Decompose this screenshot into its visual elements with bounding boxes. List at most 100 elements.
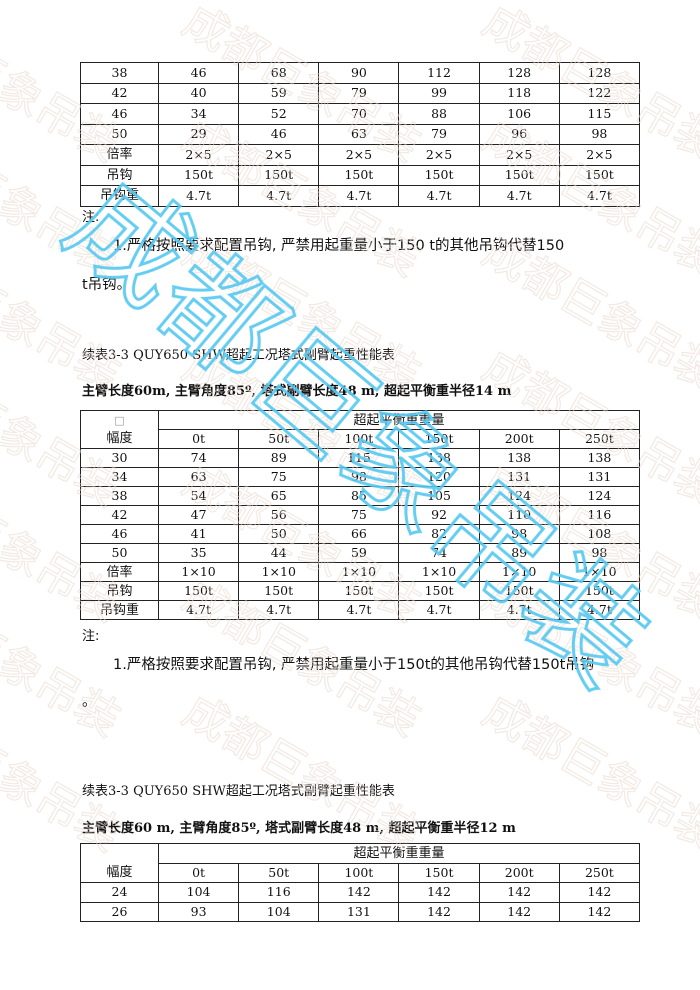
- table-cell: 50: [238, 524, 320, 544]
- note1-line2: t吊钩。: [82, 277, 132, 293]
- table-row: 42 47 56 75 92 110 116: [80, 505, 641, 525]
- table3-container: 超起平衡重重量 幅度 0t 50t 100t 150t 200t 250t 24 104 116 14…: [80, 843, 641, 922]
- table-cell: 47: [157, 505, 240, 525]
- table-row: 34 63 75 98 120 131 131: [80, 467, 641, 487]
- table-cell: 122: [558, 82, 641, 104]
- table-row: 24 104 116 142 142 142 142: [80, 882, 641, 903]
- table-cell: 63: [157, 467, 240, 487]
- row-header: 幅度: [80, 863, 159, 883]
- table-cell: 68: [238, 62, 320, 84]
- table-cell: 1×10: [238, 562, 320, 582]
- table-cell: 138: [398, 448, 480, 468]
- table-cell: 4.7t: [157, 600, 240, 620]
- table-cell: 142: [558, 882, 641, 903]
- table-cell: 4.7t: [238, 185, 320, 207]
- table-cell: 98: [558, 543, 641, 563]
- row-label: 吊钩重: [80, 600, 159, 620]
- column-header: 250t: [558, 862, 641, 883]
- table-cell: 150t: [318, 581, 400, 601]
- table-cell: 70: [318, 103, 400, 125]
- table-cell: 4.7t: [157, 185, 240, 207]
- table-cell: 4.7t: [478, 600, 560, 620]
- row-label: 46: [80, 103, 159, 125]
- table-cell: 63: [318, 123, 400, 145]
- table-row: 吊钩重 4.7t 4.7t 4.7t 4.7t 4.7t 4.7t: [80, 185, 641, 207]
- table-row: 吊钩 150t 150t 150t 150t 150t 150t: [80, 581, 641, 601]
- table-cell: 131: [558, 467, 641, 487]
- column-header: 100t: [318, 862, 400, 883]
- row-label: 42: [80, 505, 159, 525]
- row-label: 吊钩: [80, 581, 159, 601]
- section3-subtitle: 主臂长度60 m, 主臂角度85º, 塔式副臂长度48 m, 超起平衡重半径12…: [82, 821, 516, 836]
- table-cell: 40: [157, 82, 240, 104]
- table-cell: 150t: [478, 164, 560, 186]
- section2-subtitle: 主臂长度60m, 主臂角度85º, 塔式副臂长度48 m, 超起平衡重半径14 …: [82, 384, 512, 399]
- table-cell: 110: [478, 505, 560, 525]
- row-header: 幅度: [80, 429, 159, 449]
- table-cell: 41: [157, 524, 240, 544]
- table-cell: 52: [238, 103, 320, 125]
- table-cell: 89: [478, 543, 560, 563]
- note2-line1: 1.严格按照要求配置吊钩, 严禁用起重量小于150t的其他吊钩代替150t吊钩: [113, 657, 595, 673]
- table-cell: 150t: [238, 164, 320, 186]
- table-cell: 142: [398, 901, 480, 922]
- row-label: 倍率: [80, 562, 159, 582]
- column-header: 200t: [478, 862, 560, 883]
- note1-label: 注:: [82, 210, 100, 225]
- note2-line2: 。: [82, 694, 97, 710]
- table-cell: 75: [238, 467, 320, 487]
- column-header: 0t: [157, 862, 240, 883]
- table-row: 30 74 89 115 138 138 138: [80, 448, 641, 468]
- table-cell: 142: [398, 882, 480, 903]
- table-row: 吊钩 150t 150t 150t 150t 150t 150t: [80, 164, 641, 186]
- table-cell: 59: [318, 543, 400, 563]
- table-cell: 79: [318, 82, 400, 104]
- table-cell: 90: [318, 62, 400, 84]
- table-cell: 105: [398, 486, 480, 506]
- note1-line1: 1.严格按照要求配置吊钩, 严禁用起重量小于150 t的其他吊钩代替150: [113, 238, 565, 254]
- table-cell: 44: [238, 543, 320, 563]
- table-cell: 74: [157, 448, 240, 468]
- table-cell: 4.7t: [318, 185, 400, 207]
- row-label: 38: [80, 486, 159, 506]
- table-cell: 82: [398, 524, 480, 544]
- table-cell: 120: [398, 467, 480, 487]
- table-cell: 34: [157, 103, 240, 125]
- group-header: 超起平衡重重量: [158, 843, 640, 864]
- load-table-1: 38 46 68 90 112 128 128 42 40 59 79 99 118 122 46 34 52 7…: [80, 62, 641, 207]
- table-cell: 1×10: [398, 562, 480, 582]
- corner-cell: [80, 843, 159, 863]
- table-cell: 93: [157, 901, 240, 922]
- group-header: 超起平衡重重量: [158, 410, 640, 430]
- column-header: 200t: [478, 429, 560, 449]
- table-cell: 1×10: [318, 562, 400, 582]
- table-cell: 46: [238, 123, 320, 145]
- row-label: 46: [80, 524, 159, 544]
- table-cell: 56: [238, 505, 320, 525]
- table-cell: 4.7t: [558, 185, 641, 207]
- table-cell: 2×5: [398, 144, 480, 166]
- table-cell: 104: [238, 901, 320, 922]
- table-row: 42 40 59 79 99 118 122: [80, 82, 641, 104]
- table-row: 倍率 2×5 2×5 2×5 2×5 2×5 2×5: [80, 144, 641, 166]
- table-cell: 2×5: [558, 144, 641, 166]
- table-cell: 89: [238, 448, 320, 468]
- table-cell: 66: [318, 524, 400, 544]
- table-cell: 2×5: [478, 144, 560, 166]
- table-cell: 142: [558, 901, 641, 922]
- table-cell: 2×5: [157, 144, 240, 166]
- table-cell: 131: [318, 901, 400, 922]
- table-cell: 112: [398, 62, 480, 84]
- row-label: 26: [80, 901, 159, 922]
- table-cell: 118: [478, 82, 560, 104]
- section2-title: 续表3-3 QUY650 SHW超起工况塔式副臂起重性能表: [82, 348, 395, 363]
- table-cell: 85: [318, 486, 400, 506]
- table-cell: 1×10: [478, 562, 560, 582]
- column-header: 150t: [398, 429, 480, 449]
- table-row: 46 34 52 70 88 106 115: [80, 103, 641, 125]
- table-cell: 2×5: [238, 144, 320, 166]
- row-label: 42: [80, 82, 159, 104]
- table-cell: 150t: [398, 164, 480, 186]
- table-cell: 138: [558, 448, 641, 468]
- table-row: 38 46 68 90 112 128 128: [80, 62, 641, 84]
